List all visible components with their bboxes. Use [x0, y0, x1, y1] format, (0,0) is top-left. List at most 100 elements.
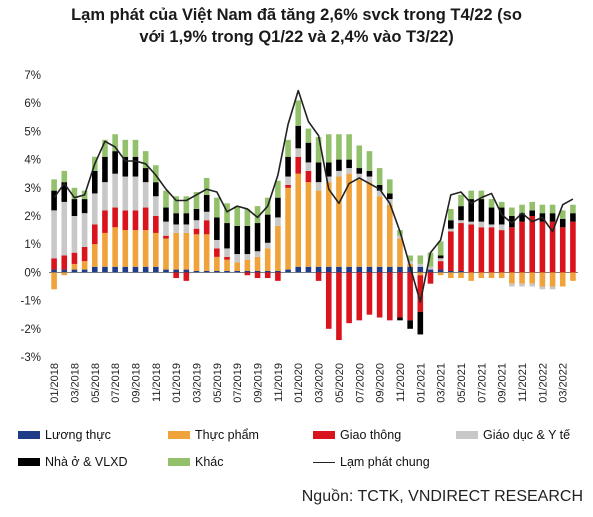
- bar-segment: [519, 283, 525, 287]
- bar-segment: [81, 247, 88, 262]
- bar-segment: [193, 220, 200, 229]
- bar-segment: [437, 241, 444, 256]
- x-tick-label: 01/2020: [293, 363, 305, 403]
- bar-segment: [264, 214, 271, 243]
- bar-segment: [254, 223, 261, 252]
- bar-segment: [71, 187, 78, 200]
- y-tick-label: 2%: [24, 211, 41, 223]
- bar-segment: [387, 266, 393, 273]
- legend-label-nha-o-vlxd: Nhà ở & VLXD: [45, 455, 128, 469]
- bar-segment: [295, 125, 302, 149]
- bar-segment: [417, 311, 424, 335]
- bar-segment: [458, 223, 464, 271]
- bar-segment: [559, 227, 566, 273]
- bar-segment: [437, 272, 444, 276]
- bar-segment: [142, 230, 149, 267]
- legend-swatch-luong-thuc: [18, 431, 40, 439]
- chart-legend: Lương thực Thực phẩm Giao thông Giáo dục…: [0, 424, 593, 472]
- bar-segment: [488, 272, 495, 279]
- bar-segment: [112, 134, 118, 152]
- bar-segment: [417, 255, 424, 264]
- bar-segment: [61, 255, 68, 270]
- x-tick-label: 05/2018: [90, 363, 102, 403]
- legend-swatch-khac: [168, 458, 190, 466]
- bar-segment: [458, 206, 464, 221]
- bar-segment: [346, 272, 352, 324]
- bar-segment: [356, 266, 363, 273]
- bar-segment: [549, 221, 556, 273]
- legend-item-giao-duc-y-te: Giáo dục & Y tế: [456, 428, 570, 442]
- bar-segment: [214, 270, 220, 273]
- y-tick-label: -2%: [21, 324, 41, 336]
- bar-segment: [183, 224, 190, 233]
- bar-segment: [71, 199, 78, 216]
- bar-segment: [285, 176, 291, 185]
- bar-segment: [203, 234, 210, 271]
- bar-segment: [437, 269, 444, 273]
- bar-segment: [325, 182, 332, 267]
- bar-segment: [102, 266, 108, 273]
- bar-segment: [285, 156, 291, 177]
- bar-segment: [71, 252, 78, 264]
- bar-segment: [417, 272, 424, 276]
- bar-segment: [285, 269, 291, 273]
- bar-segment: [539, 221, 546, 273]
- bar-segment: [468, 221, 474, 225]
- bar-segment: [305, 170, 312, 183]
- bar-segment: [529, 216, 536, 273]
- bar-segment: [448, 208, 454, 221]
- bar-segment: [224, 270, 230, 273]
- bar-segment: [509, 207, 515, 216]
- bar-segment: [417, 263, 424, 267]
- x-tick-label: 11/2018: [151, 363, 163, 402]
- bar-segment: [325, 162, 332, 177]
- bar-segment: [529, 201, 536, 211]
- x-tick-label: 05/2020: [334, 363, 346, 403]
- bar-segment: [295, 266, 302, 273]
- bar-segment: [234, 262, 240, 271]
- bar-segment: [51, 190, 57, 211]
- bar-segment: [448, 270, 454, 273]
- bar-segment: [468, 272, 474, 281]
- bar-segment: [356, 173, 363, 180]
- bar-segment: [498, 224, 505, 231]
- bar-segment: [519, 272, 525, 284]
- bar-segment: [61, 170, 68, 183]
- bar-segment: [183, 272, 190, 281]
- y-tick-label: 3%: [24, 183, 41, 195]
- bar-segment: [488, 207, 495, 225]
- bar-segment: [81, 199, 88, 214]
- x-tick-label: 01/2022: [537, 363, 549, 403]
- bar-segment: [142, 207, 149, 231]
- x-tick-label: 03/2019: [192, 363, 204, 403]
- bar-segment: [387, 204, 393, 267]
- bar-segment: [498, 272, 505, 279]
- bar-segment: [61, 272, 68, 276]
- bar-segment: [193, 208, 200, 221]
- bar-segment: [81, 213, 88, 248]
- bar-segment: [91, 193, 98, 225]
- legend-swatch-thuc-pham: [168, 431, 190, 439]
- legend-swatch-nha-o-vlxd: [18, 458, 40, 466]
- bar-segment: [397, 272, 403, 318]
- bar-segment: [112, 266, 118, 273]
- legend-item-luong-thuc: Lương thực: [18, 428, 111, 442]
- bar-segment: [224, 203, 230, 224]
- bar-segment: [468, 190, 474, 200]
- bar-segment: [437, 258, 444, 262]
- bar-segment: [366, 151, 373, 171]
- bar-segment: [81, 269, 88, 273]
- bar-segment: [376, 196, 383, 267]
- bar-segment: [244, 270, 251, 273]
- bar-segment: [356, 168, 363, 174]
- bar-segment: [51, 272, 57, 290]
- bar-segment: [397, 238, 403, 267]
- legend-label-giao-thong: Giao thông: [340, 428, 402, 442]
- bar-segment: [193, 228, 200, 235]
- bar-segment: [346, 266, 352, 273]
- bar-segment: [71, 269, 78, 273]
- bar-segment: [81, 261, 88, 270]
- bar-segment: [275, 197, 281, 218]
- y-tick-label: -3%: [21, 352, 41, 364]
- x-tick-label: 09/2020: [375, 363, 387, 403]
